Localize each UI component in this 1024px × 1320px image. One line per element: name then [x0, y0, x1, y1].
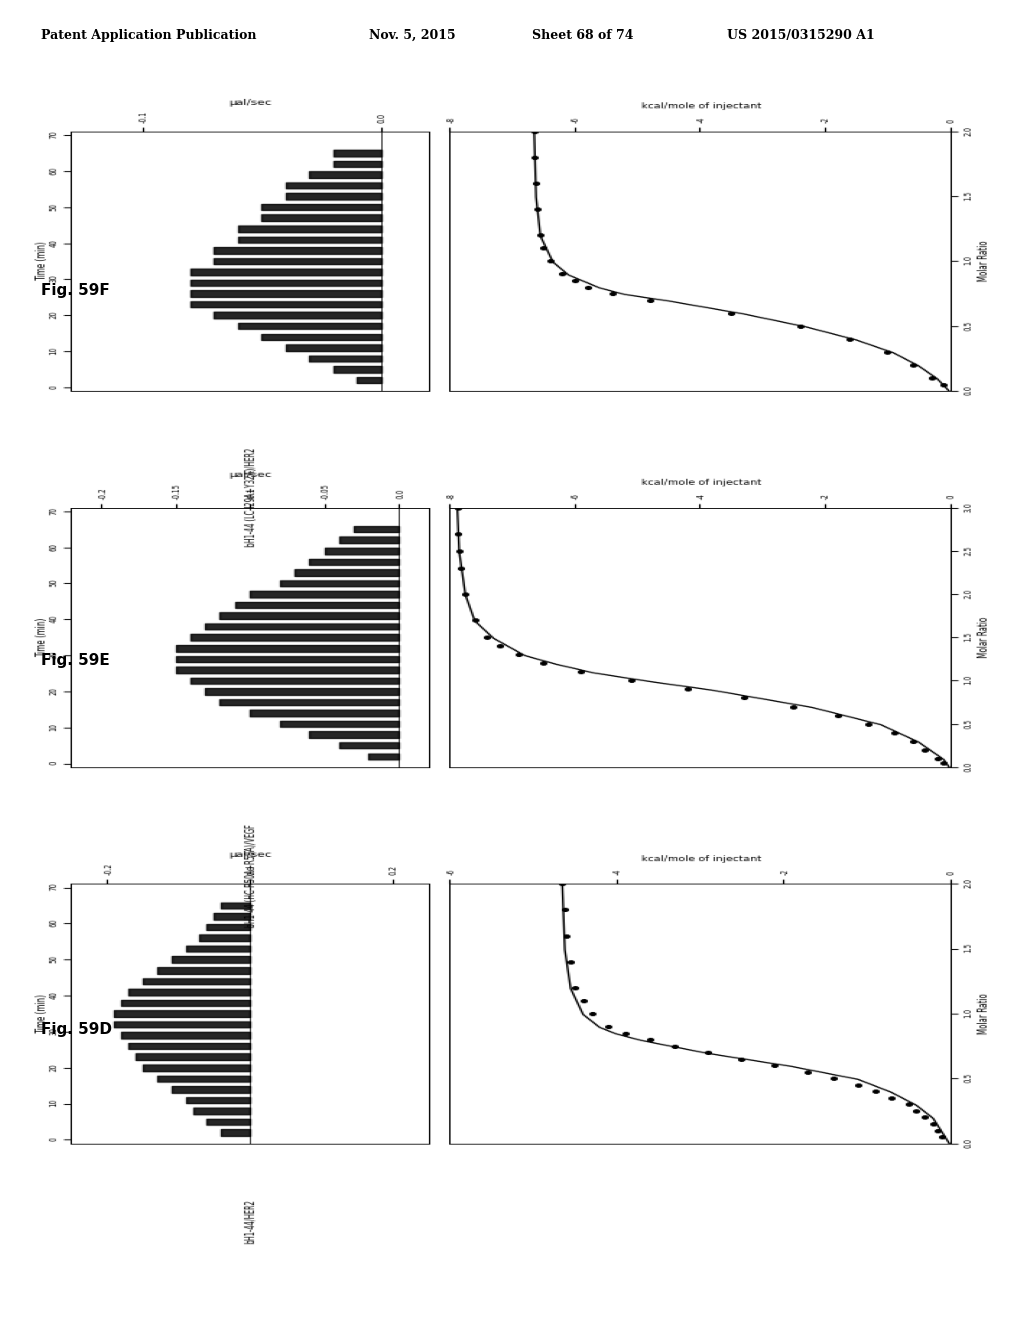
Text: US 2015/0315290 A1: US 2015/0315290 A1 [727, 29, 874, 42]
Text: Fig. 59D: Fig. 59D [41, 1022, 112, 1038]
Text: Nov. 5, 2015: Nov. 5, 2015 [369, 29, 456, 42]
Text: Sheet 68 of 74: Sheet 68 of 74 [532, 29, 634, 42]
Text: Fig. 59F: Fig. 59F [41, 282, 110, 298]
Text: Patent Application Publication: Patent Application Publication [41, 29, 256, 42]
Text: Fig. 59E: Fig. 59E [41, 652, 110, 668]
